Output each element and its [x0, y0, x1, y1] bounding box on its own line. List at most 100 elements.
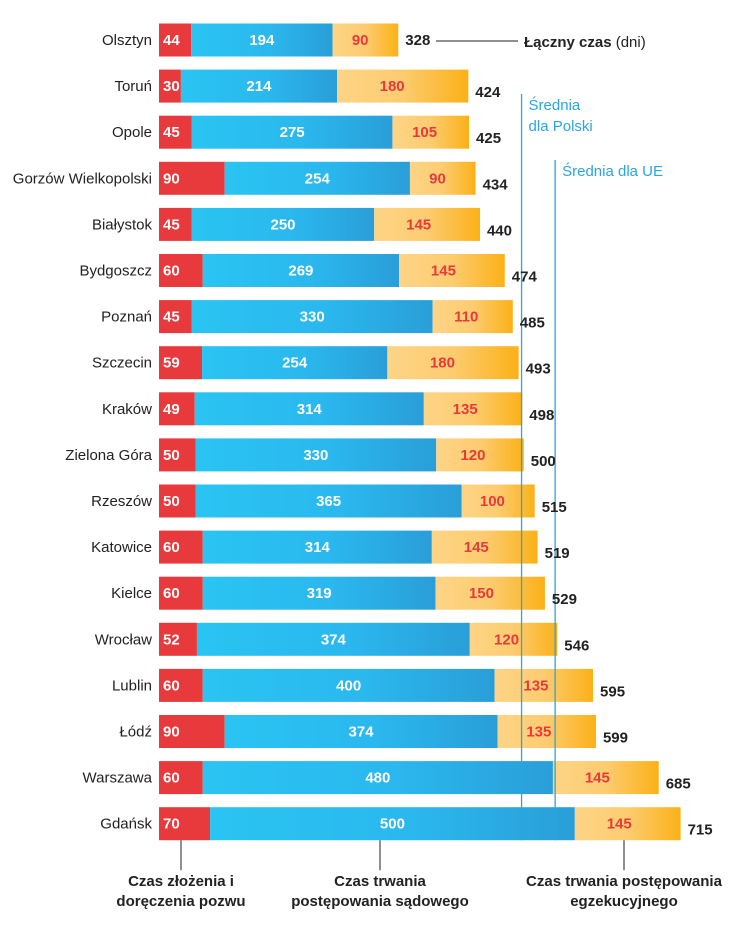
segment-value-label: 365	[316, 493, 341, 510]
segment-value-label: 145	[585, 770, 610, 787]
segment-value-label: 135	[526, 724, 551, 741]
segment-value-label: 70	[163, 816, 180, 833]
segment-value-label: 30	[163, 78, 180, 95]
segment-value-label: 120	[494, 631, 519, 648]
total-value-label: 685	[666, 776, 691, 793]
bar-segment-enforcement	[431, 530, 538, 564]
segment-value-label: 250	[270, 216, 295, 233]
bar-segment-filing	[159, 23, 192, 57]
segment-value-label: 145	[464, 539, 489, 556]
segment-value-label: 60	[163, 677, 180, 694]
bar-segment-court	[191, 23, 333, 57]
segment-value-label: 44	[163, 32, 180, 49]
category-label: Kielce	[111, 585, 152, 602]
segment-value-label: 59	[163, 355, 180, 372]
legend-label: Czas trwania	[334, 873, 426, 890]
total-value-label: 434	[483, 176, 509, 193]
segment-value-label: 500	[380, 816, 405, 833]
reference-line-label: dla Polski	[529, 118, 593, 135]
category-label: Wrocław	[95, 631, 152, 648]
segment-value-label: 319	[307, 585, 332, 602]
category-label: Gorzów Wielkopolski	[13, 170, 152, 187]
total-value-label: 424	[475, 84, 501, 101]
bar-segment-enforcement	[435, 576, 545, 610]
category-label: Kraków	[102, 401, 152, 418]
bar-segment-filing	[159, 207, 192, 241]
category-label: Opole	[112, 124, 152, 141]
segment-value-label: 135	[453, 401, 478, 418]
segment-value-label: 90	[429, 170, 446, 187]
bar-segment-court	[202, 346, 388, 380]
bar-segment-court	[202, 530, 432, 564]
bar-segment-enforcement	[436, 438, 524, 472]
segment-value-label: 314	[297, 401, 323, 418]
category-label: Warszawa	[83, 770, 153, 787]
segment-value-label: 254	[305, 170, 331, 187]
bar-segment-enforcement	[461, 484, 535, 518]
total-label-bold: Łączny czas	[524, 34, 612, 51]
segment-value-label: 145	[431, 263, 456, 280]
bar-segment-enforcement	[469, 622, 558, 656]
category-label: Łódź	[119, 724, 152, 741]
segment-value-label: 50	[163, 493, 180, 510]
bar-segment-filing	[159, 484, 196, 518]
bar-segment-court	[191, 207, 375, 241]
bar-segment-filing	[159, 392, 195, 426]
bar-segment-filing	[159, 69, 181, 103]
segment-value-label: 45	[163, 216, 180, 233]
segment-value-label: 180	[380, 78, 405, 95]
bar-segment-filing	[159, 715, 225, 748]
legend-label: egzekucyjnego	[570, 893, 678, 910]
bar-segment-filing	[159, 115, 192, 149]
segment-value-label: 214	[246, 78, 272, 95]
bar-segment-filing	[159, 346, 203, 380]
bar-segment-enforcement	[387, 346, 519, 380]
total-value-label: 519	[545, 545, 570, 562]
category-label: Rzeszów	[91, 493, 152, 510]
bar-segment-filing	[159, 438, 196, 472]
bar-segment-court	[191, 300, 433, 334]
segment-value-label: 374	[349, 724, 375, 741]
bar-segment-enforcement	[432, 300, 513, 334]
category-label: Lublin	[112, 677, 152, 694]
bar-segment-filing	[159, 622, 197, 656]
bar-segment-court	[202, 761, 553, 795]
total-value-label: 546	[564, 637, 589, 654]
segment-value-label: 330	[300, 309, 325, 326]
segment-value-label: 135	[523, 677, 548, 694]
bar-segment-court	[224, 161, 410, 195]
segment-value-label: 180	[430, 355, 455, 372]
bar-segment-filing	[159, 668, 203, 702]
total-value-label: 425	[476, 130, 501, 147]
segment-value-label: 90	[163, 724, 180, 741]
segment-value-label: 120	[460, 447, 485, 464]
total-value-label: 498	[529, 407, 554, 424]
segment-value-label: 60	[163, 539, 180, 556]
bar-segment-court	[202, 576, 436, 610]
segment-value-label: 400	[336, 677, 361, 694]
bar-segment-filing	[159, 530, 203, 564]
segment-value-label: 50	[163, 447, 180, 464]
bar-segment-filing	[159, 254, 203, 287]
category-label: Toruń	[114, 78, 152, 95]
segment-value-label: 145	[406, 216, 431, 233]
bar-segment-court	[195, 484, 462, 518]
category-label: Poznań	[101, 309, 152, 326]
segment-value-label: 100	[480, 493, 505, 510]
total-value-label: 485	[520, 315, 545, 332]
bar-segment-filing	[159, 300, 192, 334]
legend-label: Czas trwania postępowania	[526, 873, 723, 890]
bar-segment-enforcement	[497, 715, 596, 748]
bar-segment-filing	[159, 761, 203, 795]
segment-value-label: 254	[282, 355, 308, 372]
total-label: Łączny czas (dni)	[524, 34, 646, 51]
bar-segment-court	[191, 115, 393, 149]
total-value-label: 493	[526, 361, 551, 378]
segment-value-label: 90	[163, 170, 180, 187]
total-label-unit: (dni)	[616, 34, 646, 51]
total-value-label: 529	[552, 591, 577, 608]
segment-value-label: 60	[163, 585, 180, 602]
bar-segment-enforcement	[494, 668, 594, 702]
bar-segment-filing	[159, 161, 225, 195]
